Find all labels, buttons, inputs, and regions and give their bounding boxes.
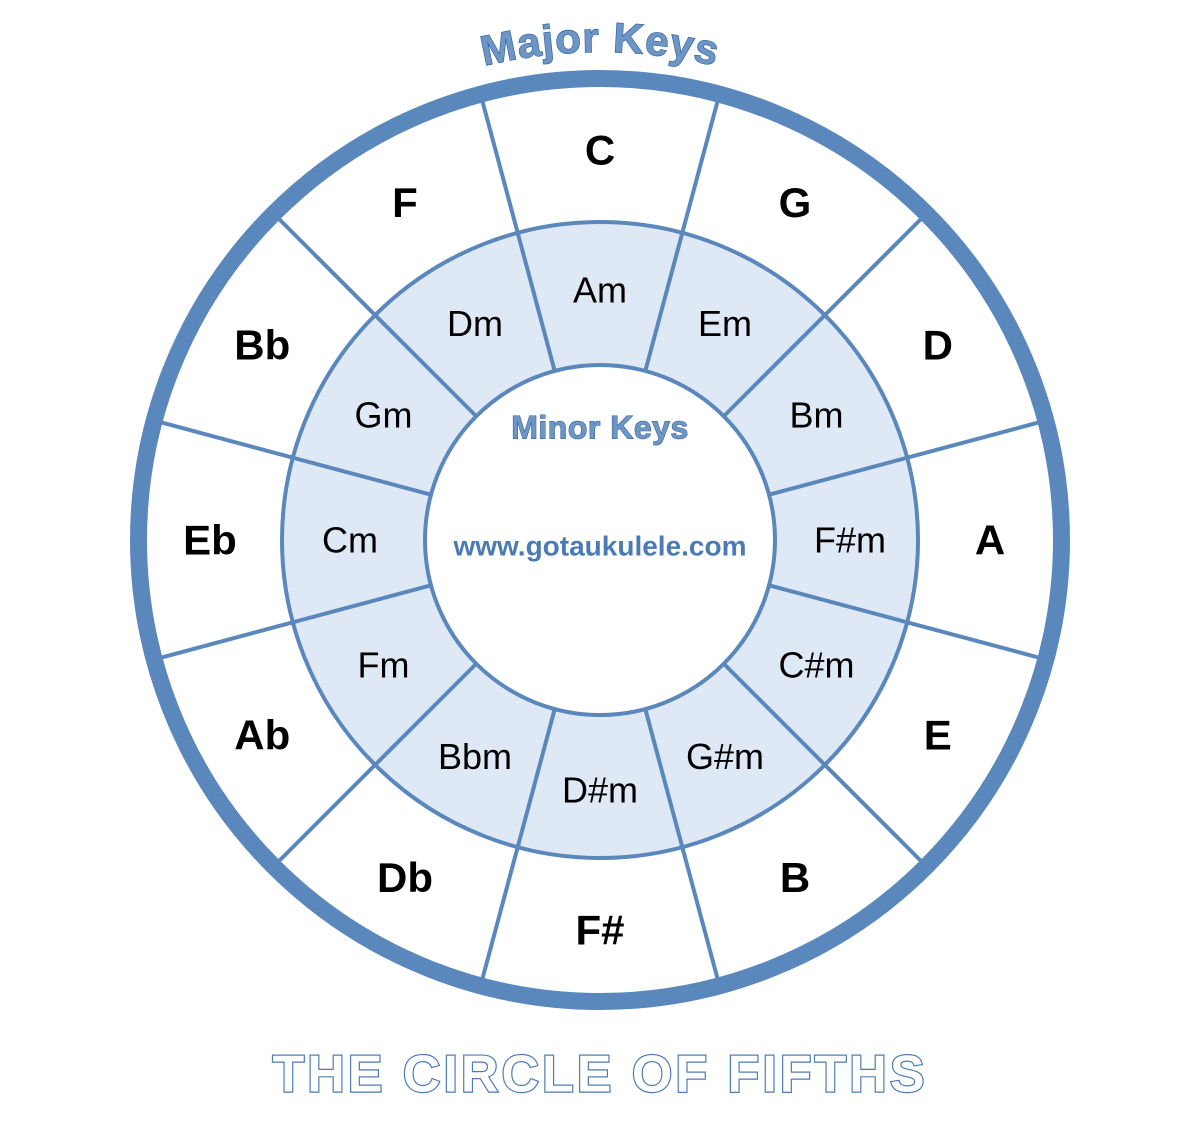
major-key-label: Eb bbox=[183, 517, 237, 564]
minor-keys-title: Minor Keys bbox=[511, 409, 688, 445]
major-key-label: E bbox=[924, 712, 952, 759]
minor-key-label: C#m bbox=[778, 645, 854, 686]
diagram-title: THE CIRCLE OF FIFTHS bbox=[272, 1046, 927, 1104]
major-key-label: Bb bbox=[234, 322, 290, 369]
minor-key-label: Gm bbox=[354, 395, 412, 436]
minor-key-label: Am bbox=[573, 270, 627, 311]
minor-key-label: Bm bbox=[790, 395, 844, 436]
major-key-label: D bbox=[923, 322, 953, 369]
source-url: www.gotaukulele.com bbox=[452, 530, 746, 561]
minor-key-label: Em bbox=[698, 303, 752, 344]
minor-key-label: Fm bbox=[358, 645, 410, 686]
minor-key-label: D#m bbox=[562, 770, 638, 811]
major-key-label: G bbox=[779, 179, 812, 226]
minor-key-label: G#m bbox=[686, 736, 764, 777]
major-key-label: B bbox=[780, 854, 810, 901]
major-key-label: A bbox=[975, 517, 1005, 564]
major-key-label: F# bbox=[575, 907, 624, 954]
minor-key-label: F#m bbox=[814, 520, 886, 561]
major-key-label: C bbox=[585, 127, 615, 174]
major-key-label: Db bbox=[377, 854, 433, 901]
minor-key-label: Bbm bbox=[438, 736, 512, 777]
minor-key-label: Cm bbox=[322, 520, 378, 561]
major-key-label: F bbox=[392, 179, 418, 226]
minor-key-label: Dm bbox=[447, 303, 503, 344]
major-key-label: Ab bbox=[234, 712, 290, 759]
